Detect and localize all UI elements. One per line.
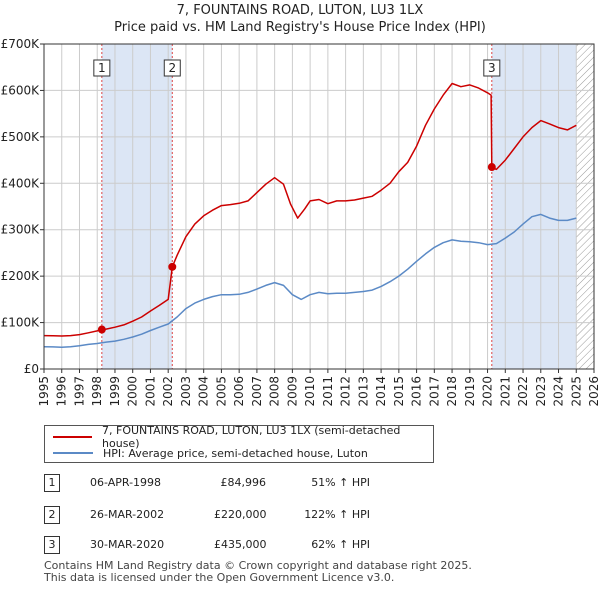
y-tick-label: £700K [1,37,41,51]
legend-item-property: 7, FOUNTAINS ROAD, LUTON, LU3 1LX (semi-… [53,424,433,450]
hatched-range [576,44,594,369]
sale-point [97,325,106,334]
x-tick-label: 1995 [37,376,51,407]
series-line-property [43,82,577,337]
sale-date: 06-APR-1998 [90,476,162,489]
x-tick-label: 2018 [445,376,459,407]
x-tick-label: 2010 [303,376,317,407]
y-tick-label: £200K [1,269,41,283]
x-tick-label: 2007 [250,376,264,407]
x-tick-label: 2011 [321,376,335,407]
x-tick-label: 2025 [569,376,583,407]
sale-point [168,262,177,271]
sale-marker-label: 1 [98,61,106,75]
x-tick-label: 2001 [143,376,157,407]
x-tick-label: 2004 [197,376,211,407]
y-tick-label: £600K [1,83,41,97]
x-tick-label: 2013 [356,376,370,407]
footer-copyright: Contains HM Land Registry data © Crown c… [44,559,472,572]
legend-label-property: 7, FOUNTAINS ROAD, LUTON, LU3 1LX (semi-… [102,424,401,450]
sale-row: 3 30-MAR-2020 £435,000 62% ↑ HPI [44,536,464,556]
legend-swatch-property [53,436,93,438]
x-tick-label: 2003 [179,376,193,407]
chart-legend: 7, FOUNTAINS ROAD, LUTON, LU3 1LX (semi-… [44,424,434,463]
x-tick-label: 1997 [72,376,86,407]
sale-row: 1 06-APR-1998 £84,996 51% ↑ HPI [44,474,464,494]
y-tick-label: £300K [1,223,41,237]
x-tick-label: 2021 [498,376,512,407]
x-tick-label: 2026 [587,376,600,407]
x-tick-label: 1996 [55,376,69,407]
x-tick-label: 1999 [108,376,122,407]
x-tick-label: 2006 [232,376,246,407]
x-tick-label: 2022 [516,376,530,407]
shaded-range [491,44,577,369]
chart-title-line1: 7, FOUNTAINS ROAD, LUTON, LU3 1LX [176,3,424,18]
legend-item-hpi: HPI: Average price, semi-detached house,… [53,445,368,461]
x-tick-label: 2015 [392,376,406,407]
x-tick-label: 2024 [552,376,566,407]
sale-hpi-change: 62% ↑ HPI [311,538,370,551]
shaded-range [101,44,173,369]
footer-licence: This data is licensed under the Open Gov… [44,571,395,584]
x-tick-label: 2000 [126,376,140,407]
x-tick-label: 2016 [410,376,424,407]
x-tick-label: 2017 [427,376,441,407]
sale-marker-badge [483,59,501,77]
price-chart: 1 2 3 £0 £100K £200K £300K £400K £500K £600K £700… [1,37,600,407]
sale-marker-badge [93,59,111,77]
x-tick-label: 2005 [214,376,228,407]
sale-point [487,163,496,172]
sale-marker-badge [163,59,181,77]
sale-price: £435,000 [214,538,267,551]
chart-title: 7, FOUNTAINS ROAD, LUTON, LU3 1LX Price … [0,2,600,36]
legend-swatch-hpi [53,452,93,454]
sale-number-badge: 2 [44,506,60,524]
x-tick-label: 2008 [268,376,282,407]
footer-license: Contains HM Land Registry data © Crown c… [44,560,472,584]
x-tick-label: 2020 [481,376,495,407]
plot-frame [43,43,595,370]
legend-label-hpi: HPI: Average price, semi-detached house,… [103,446,368,460]
y-tick-label: £400K [1,176,41,190]
x-tick-label: 2009 [285,376,299,407]
sale-date: 30-MAR-2020 [90,538,165,551]
sale-number-badge: 1 [44,474,60,492]
y-tick-label: £100K [1,316,41,330]
sale-number-badge: 3 [44,536,60,554]
sale-hpi-change: 51% ↑ HPI [311,476,370,489]
chart-subtitle: Price paid vs. HM Land Registry's House … [114,20,486,35]
series-line-hpi [43,213,577,348]
x-tick-label: 1998 [90,376,104,407]
x-tick-label: 2002 [161,376,175,407]
sale-hpi-change: 122% ↑ HPI [304,508,370,521]
y-tick-label: £0 [24,362,39,376]
x-tick-label: 2019 [463,376,477,407]
sale-row: 2 26-MAR-2002 £220,000 122% ↑ HPI [44,506,464,526]
sale-date: 26-MAR-2002 [90,508,165,521]
x-tick-label: 2014 [374,376,388,407]
sale-marker-label: 3 [488,61,496,75]
x-tick-label: 2023 [534,376,548,407]
sale-price: £220,000 [214,508,267,521]
sale-price: £84,996 [220,476,267,489]
x-tick-label: 2012 [339,376,353,407]
sale-marker-label: 2 [168,61,176,75]
y-tick-label: £500K [1,130,41,144]
